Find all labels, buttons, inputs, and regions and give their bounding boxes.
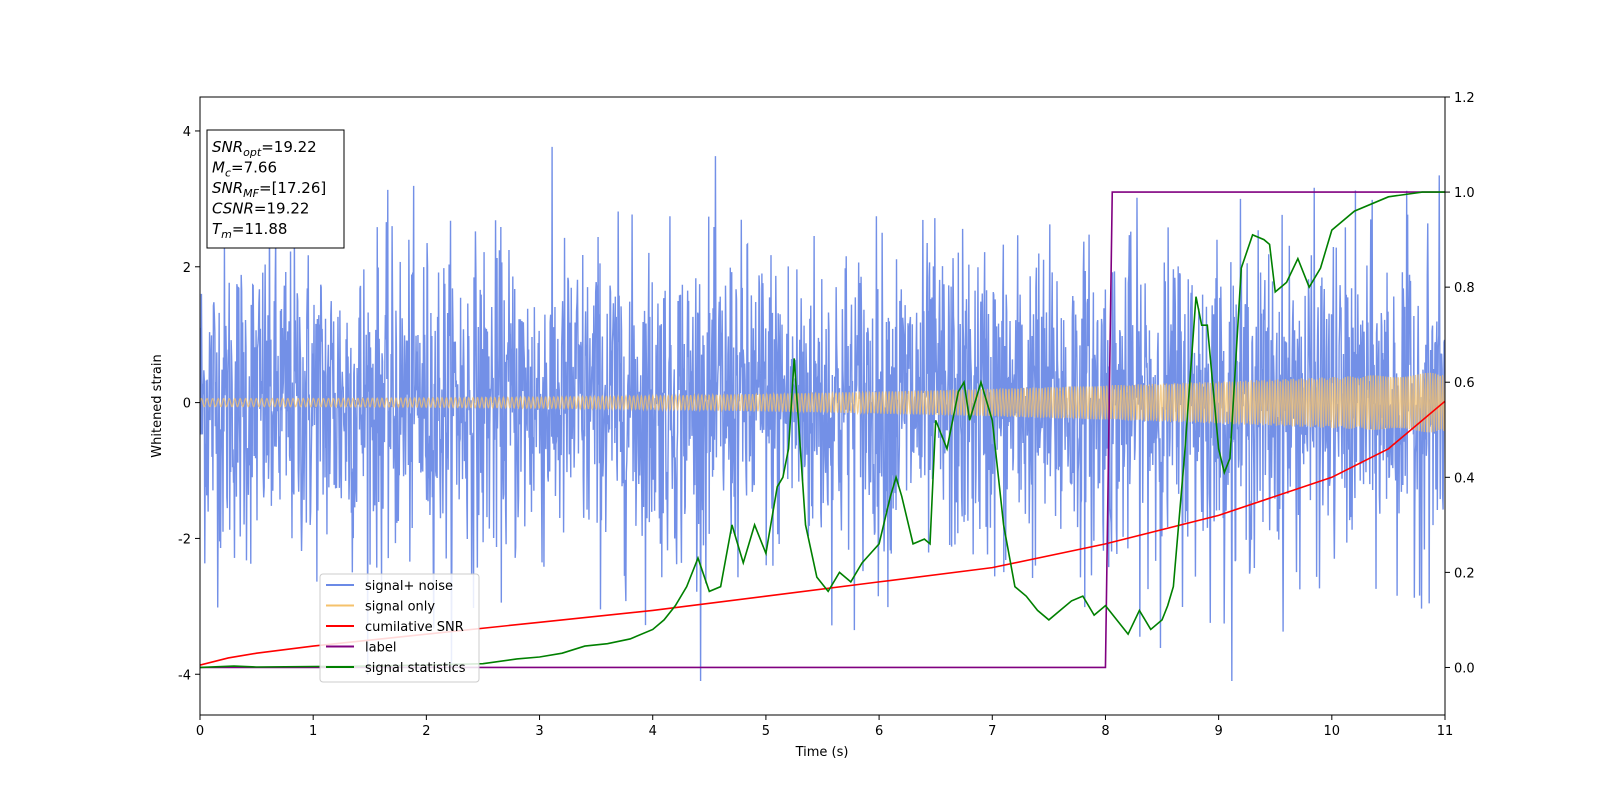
legend-entry-label: signal+ noise <box>365 579 453 594</box>
annotation-symbol: M <box>212 159 225 177</box>
x-tick-label: 2 <box>422 724 430 739</box>
legend-entry-label: signal only <box>365 600 435 615</box>
annotation-frame <box>206 129 345 249</box>
annotation-line: SNRopt=19.22 <box>212 138 317 159</box>
x-tick-label: 1 <box>309 724 317 739</box>
annotation-box: SNRopt=19.22Mc=7.66SNRMF=[17.26]CSNR=19.… <box>206 129 345 249</box>
y2-tick-label: 0.4 <box>1454 471 1475 486</box>
annotation-value: =11.88 <box>232 220 288 238</box>
y-tick-label: -4 <box>178 668 191 683</box>
annotation-line: CSNR=19.22 <box>212 200 309 218</box>
y-tick-label: 0 <box>183 397 191 412</box>
annotation-value: =19.22 <box>254 200 310 218</box>
y2-tick-label: 1.0 <box>1454 186 1475 201</box>
x-tick-label: 5 <box>762 724 770 739</box>
y2-tick-label: 0.6 <box>1454 376 1475 391</box>
y2-tick-label: 0.0 <box>1454 661 1475 676</box>
x-tick-label: 9 <box>1214 724 1222 739</box>
annotation-line: Tm=11.88 <box>212 220 287 241</box>
y2-tick-label: 1.2 <box>1454 91 1475 106</box>
y-axis-right: 0.0 0.2 0.4 0.6 0.8 1.0 1.2 <box>1445 91 1475 676</box>
y2-tick-label: 0.8 <box>1454 281 1475 296</box>
annotation-subscript: opt <box>243 146 262 159</box>
legend-frame <box>319 573 480 683</box>
legend-entry-label: signal statistics <box>365 661 466 676</box>
x-axis: 0 1 2 3 4 5 6 7 8 9 10 11 <box>196 715 1453 739</box>
series-line-signal-statistics <box>200 191 1445 669</box>
x-tick-label: 7 <box>988 724 996 739</box>
series-layer <box>200 146 1445 682</box>
y-tick-label: 2 <box>183 261 191 276</box>
y-tick-label: -2 <box>178 532 191 547</box>
x-tick-label: 6 <box>875 724 883 739</box>
x-tick-label: 4 <box>649 724 657 739</box>
y-axis-label: Whitened strain <box>150 354 165 457</box>
series-line-signal-only <box>200 372 1445 433</box>
plot-frame <box>199 96 1446 716</box>
x-axis-label: Time (s) <box>795 745 849 760</box>
annotation-value: =[17.26] <box>259 179 326 197</box>
legend-entry-label: cumilative SNR <box>365 620 464 635</box>
series-line-signal-noise <box>200 146 1445 682</box>
annotation-symbol: T <box>212 220 223 238</box>
x-tick-label: 8 <box>1101 724 1109 739</box>
series-line-cumilative-snr <box>200 400 1445 666</box>
annotation-symbol: SNR <box>212 179 243 197</box>
annotation-subscript: m <box>221 228 232 241</box>
y-axis-left: -4 -2 0 2 4 <box>178 125 200 683</box>
annotation-value: =7.66 <box>231 159 277 177</box>
annotation-symbol: CSNR <box>212 200 254 218</box>
x-tick-label: 3 <box>535 724 543 739</box>
annotation-subscript: MF <box>243 187 259 200</box>
annotation-symbol: SNR <box>212 138 243 156</box>
legend: signal+ noise signal only cumilative SNR la… <box>319 573 480 683</box>
x-tick-label: 11 <box>1437 724 1454 739</box>
annotation-line: Mc=7.66 <box>212 159 277 180</box>
y2-tick-label: 0.2 <box>1454 566 1475 581</box>
annotation-subscript: c <box>225 167 231 180</box>
series-line-label <box>200 191 1445 669</box>
annotation-value: =19.22 <box>261 138 317 156</box>
legend-entry-label: label <box>365 641 396 656</box>
annotation-line: SNRMF=[17.26] <box>212 179 326 200</box>
y-tick-label: 4 <box>183 125 191 140</box>
x-tick-label: 10 <box>1324 724 1341 739</box>
x-tick-label: 0 <box>196 724 204 739</box>
